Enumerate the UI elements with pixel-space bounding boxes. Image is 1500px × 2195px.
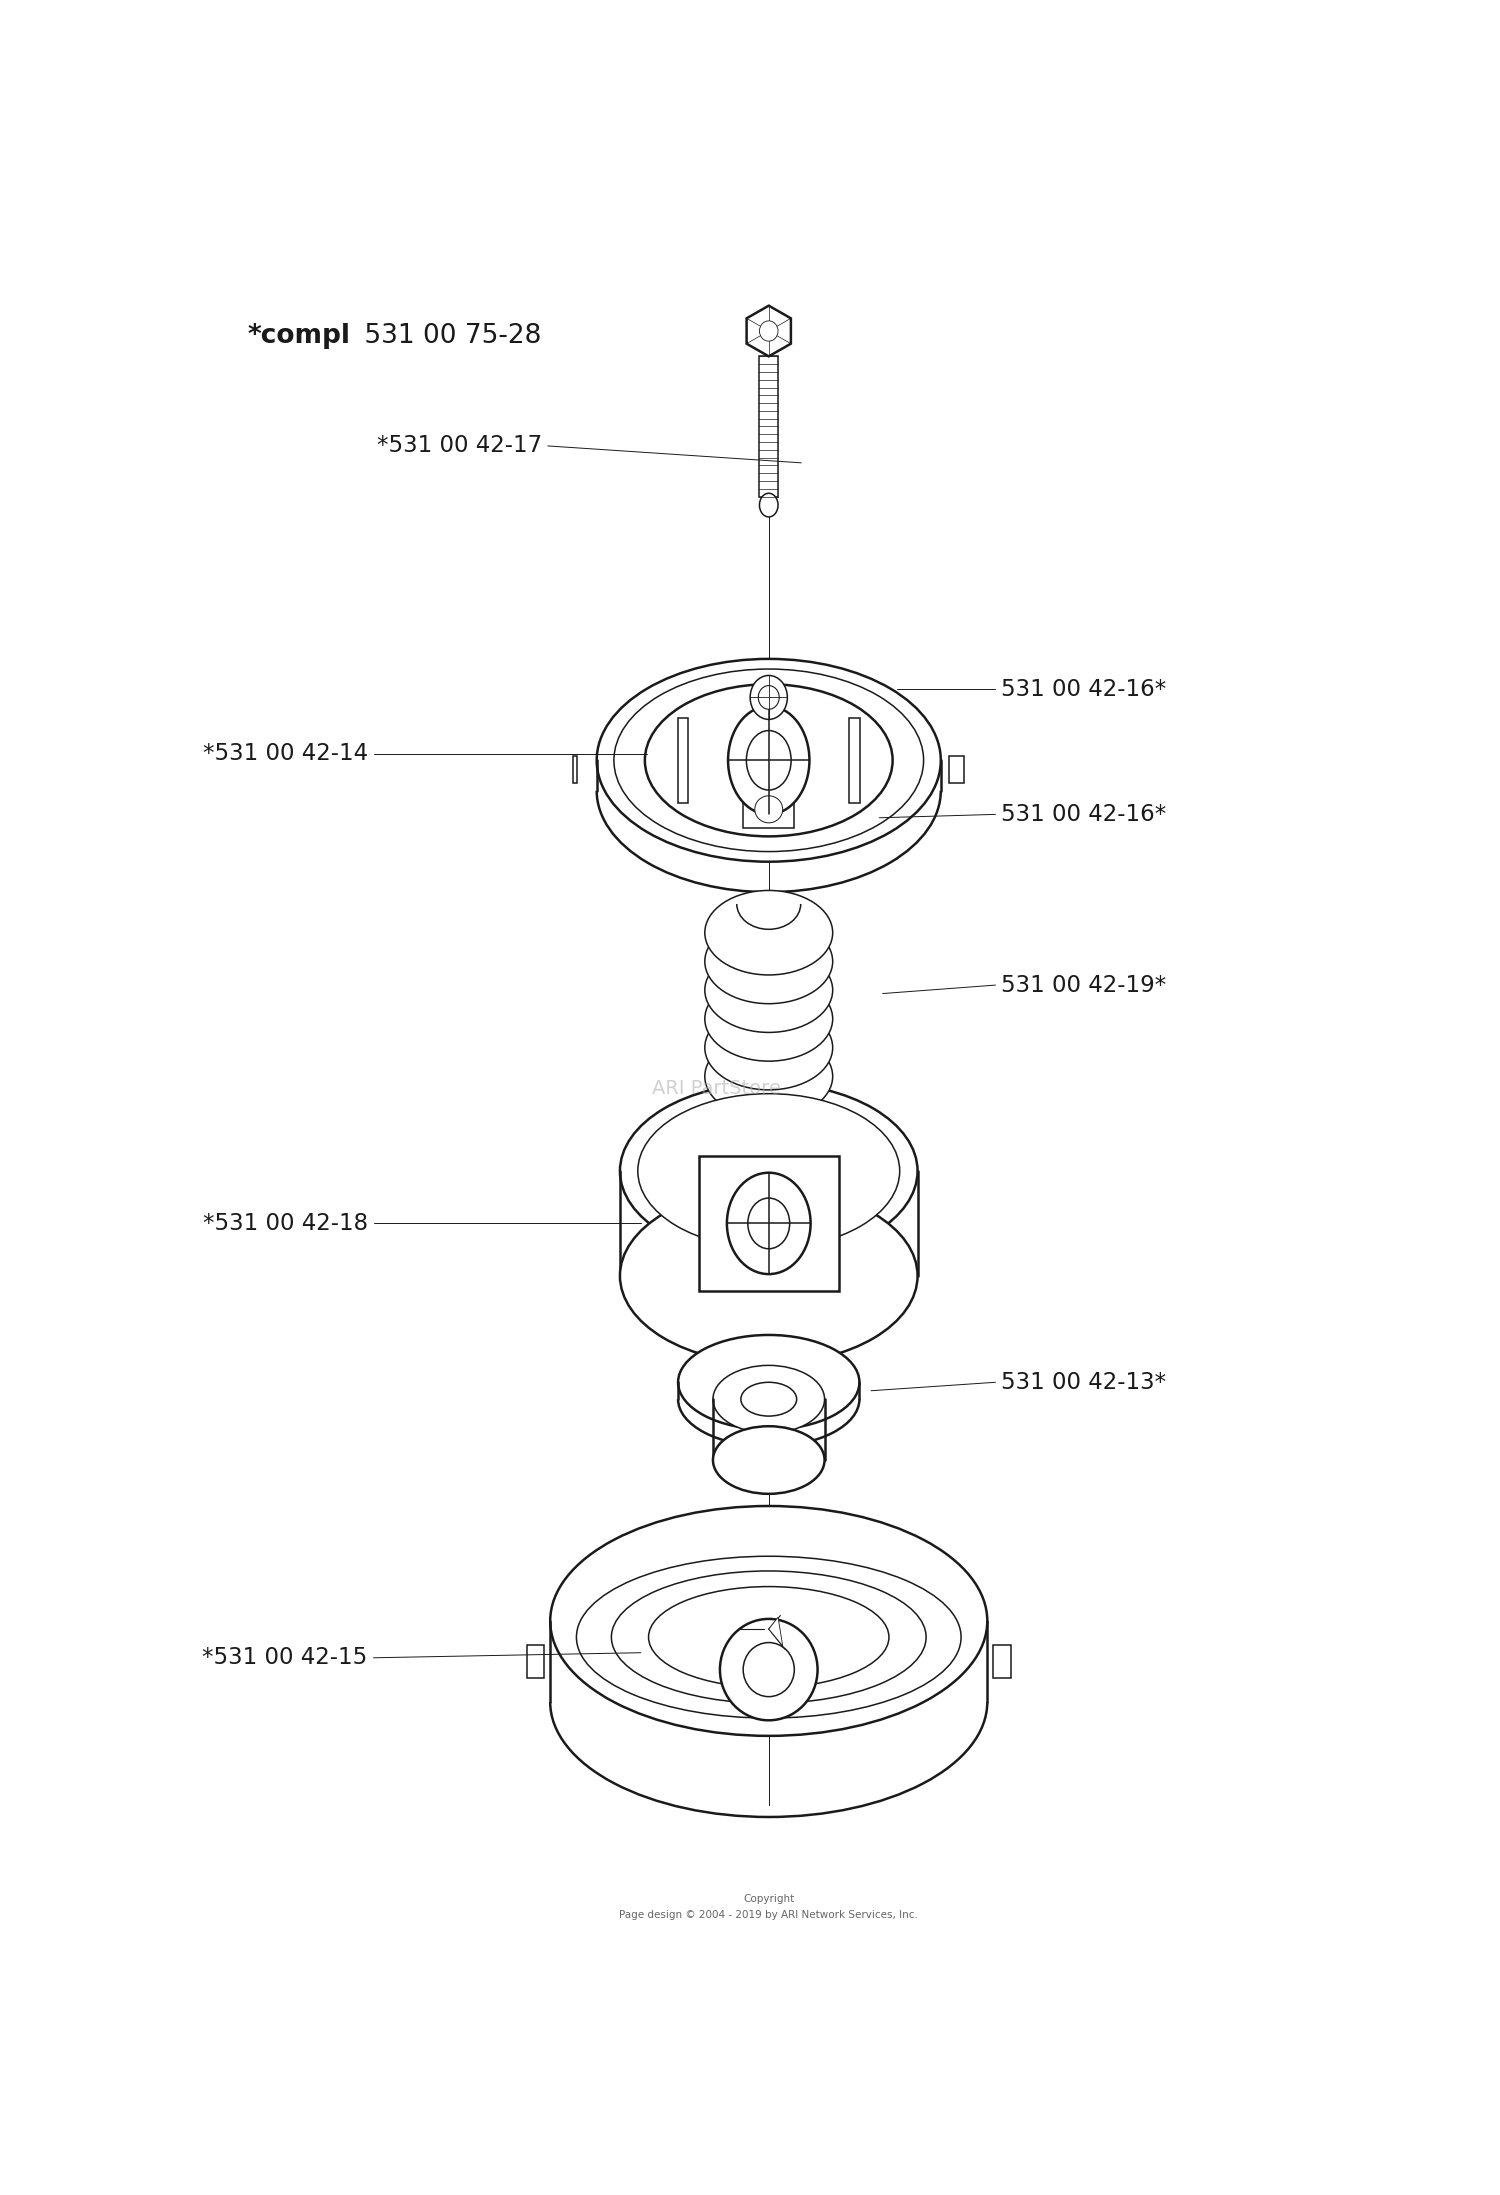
Ellipse shape <box>759 685 778 709</box>
Ellipse shape <box>748 1198 789 1249</box>
Polygon shape <box>699 1157 838 1291</box>
Ellipse shape <box>712 1427 825 1495</box>
Ellipse shape <box>728 707 810 814</box>
Text: *531 00 42-17: *531 00 42-17 <box>376 435 542 457</box>
Text: 531 00 75-28: 531 00 75-28 <box>356 323 542 349</box>
Ellipse shape <box>705 1034 833 1119</box>
Polygon shape <box>950 755 964 784</box>
Ellipse shape <box>742 1642 795 1697</box>
Text: 531 00 42-13*: 531 00 42-13* <box>1002 1372 1167 1394</box>
Ellipse shape <box>678 1335 859 1429</box>
Ellipse shape <box>576 1556 962 1719</box>
Text: Page design © 2004 - 2019 by ARI Network Services, Inc.: Page design © 2004 - 2019 by ARI Network… <box>620 1910 918 1921</box>
Polygon shape <box>768 1618 783 1646</box>
Polygon shape <box>993 1644 1011 1679</box>
Ellipse shape <box>638 1093 900 1249</box>
Text: *531 00 42-14: *531 00 42-14 <box>202 742 368 766</box>
Text: 531 00 42-19*: 531 00 42-19* <box>1002 975 1167 997</box>
Ellipse shape <box>612 1572 926 1703</box>
Polygon shape <box>526 1644 544 1679</box>
Text: *compl: *compl <box>248 323 351 349</box>
Text: *531 00 42-18: *531 00 42-18 <box>202 1212 368 1236</box>
Text: ARI PartStore: ARI PartStore <box>652 1078 782 1098</box>
Ellipse shape <box>645 685 892 836</box>
Polygon shape <box>678 718 688 803</box>
Text: 531 00 42-16*: 531 00 42-16* <box>1002 678 1167 700</box>
Ellipse shape <box>705 920 833 1003</box>
Ellipse shape <box>705 948 833 1032</box>
Ellipse shape <box>754 797 783 823</box>
Text: Copyright: Copyright <box>742 1894 795 1905</box>
Ellipse shape <box>705 891 833 975</box>
Polygon shape <box>736 729 801 792</box>
Polygon shape <box>573 755 578 784</box>
Ellipse shape <box>720 1620 818 1721</box>
Polygon shape <box>849 718 859 803</box>
Polygon shape <box>759 356 778 496</box>
Ellipse shape <box>741 1383 796 1416</box>
Ellipse shape <box>705 977 833 1060</box>
Ellipse shape <box>614 669 924 852</box>
Ellipse shape <box>750 676 788 720</box>
Ellipse shape <box>620 1187 918 1363</box>
Ellipse shape <box>648 1587 890 1688</box>
Ellipse shape <box>550 1506 987 1736</box>
Text: *531 00 42-15: *531 00 42-15 <box>202 1646 368 1668</box>
Ellipse shape <box>620 1082 918 1260</box>
Polygon shape <box>747 305 790 356</box>
Ellipse shape <box>747 731 790 790</box>
Ellipse shape <box>705 1005 833 1091</box>
Polygon shape <box>742 790 795 828</box>
Ellipse shape <box>597 658 940 863</box>
Ellipse shape <box>712 1365 825 1433</box>
Ellipse shape <box>728 1172 810 1273</box>
Ellipse shape <box>759 320 778 340</box>
Ellipse shape <box>759 494 778 518</box>
Text: 531 00 42-16*: 531 00 42-16* <box>1002 803 1167 825</box>
